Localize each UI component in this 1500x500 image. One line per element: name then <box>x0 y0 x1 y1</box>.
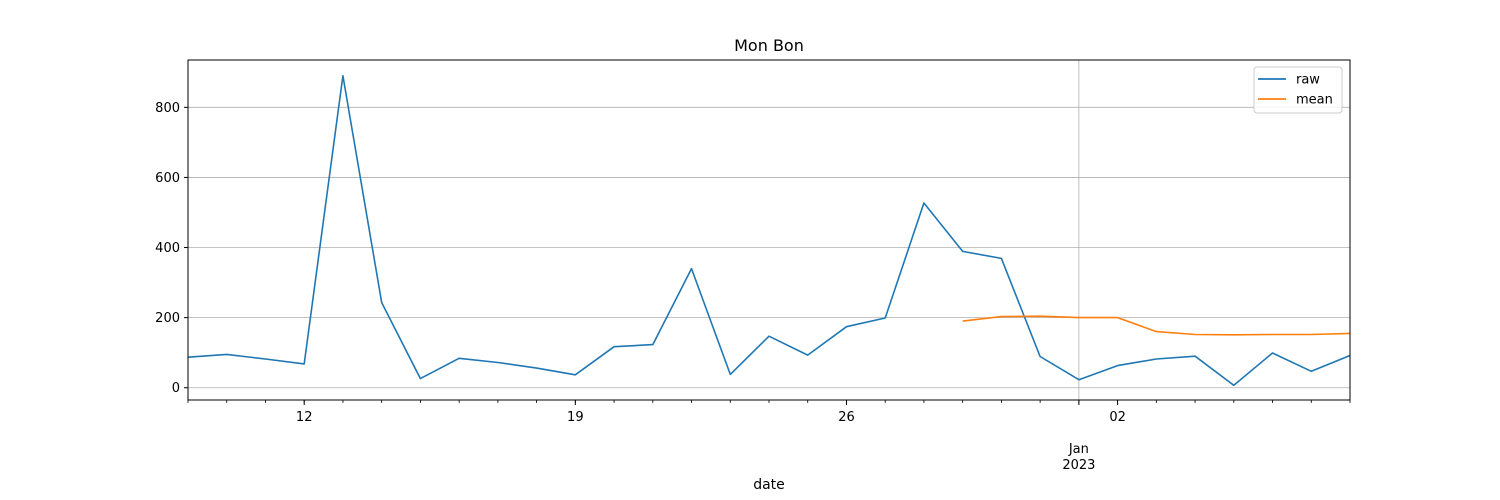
plot-area <box>187 75 1351 387</box>
y-axis: 0 200 400 600 800 <box>155 101 188 396</box>
legend-label-mean: mean <box>1296 93 1333 108</box>
series-line-raw <box>187 75 1351 387</box>
x-axis-label: date <box>753 477 785 493</box>
x-tick-label: 12 <box>296 410 313 425</box>
grid-lines <box>188 60 1350 400</box>
x-tick-sublabel: 2023 <box>1062 458 1095 473</box>
x-tick-label: Jan <box>1068 442 1089 457</box>
legend-label-raw: raw <box>1296 73 1320 88</box>
legend: raw mean <box>1253 66 1343 114</box>
chart-title: Mon Bon <box>734 36 804 55</box>
y-tick-label: 0 <box>172 381 180 396</box>
y-tick-label: 200 <box>155 311 180 326</box>
y-tick-label: 400 <box>155 241 180 256</box>
y-tick-label: 600 <box>155 171 180 186</box>
plot-frame <box>187 59 1351 401</box>
y-tick-label: 800 <box>155 101 180 116</box>
x-tick-label: 26 <box>838 410 855 425</box>
x-tick-label: 19 <box>567 410 584 425</box>
series-line-mean <box>962 315 1351 336</box>
x-tick-label: 02 <box>1109 410 1126 425</box>
